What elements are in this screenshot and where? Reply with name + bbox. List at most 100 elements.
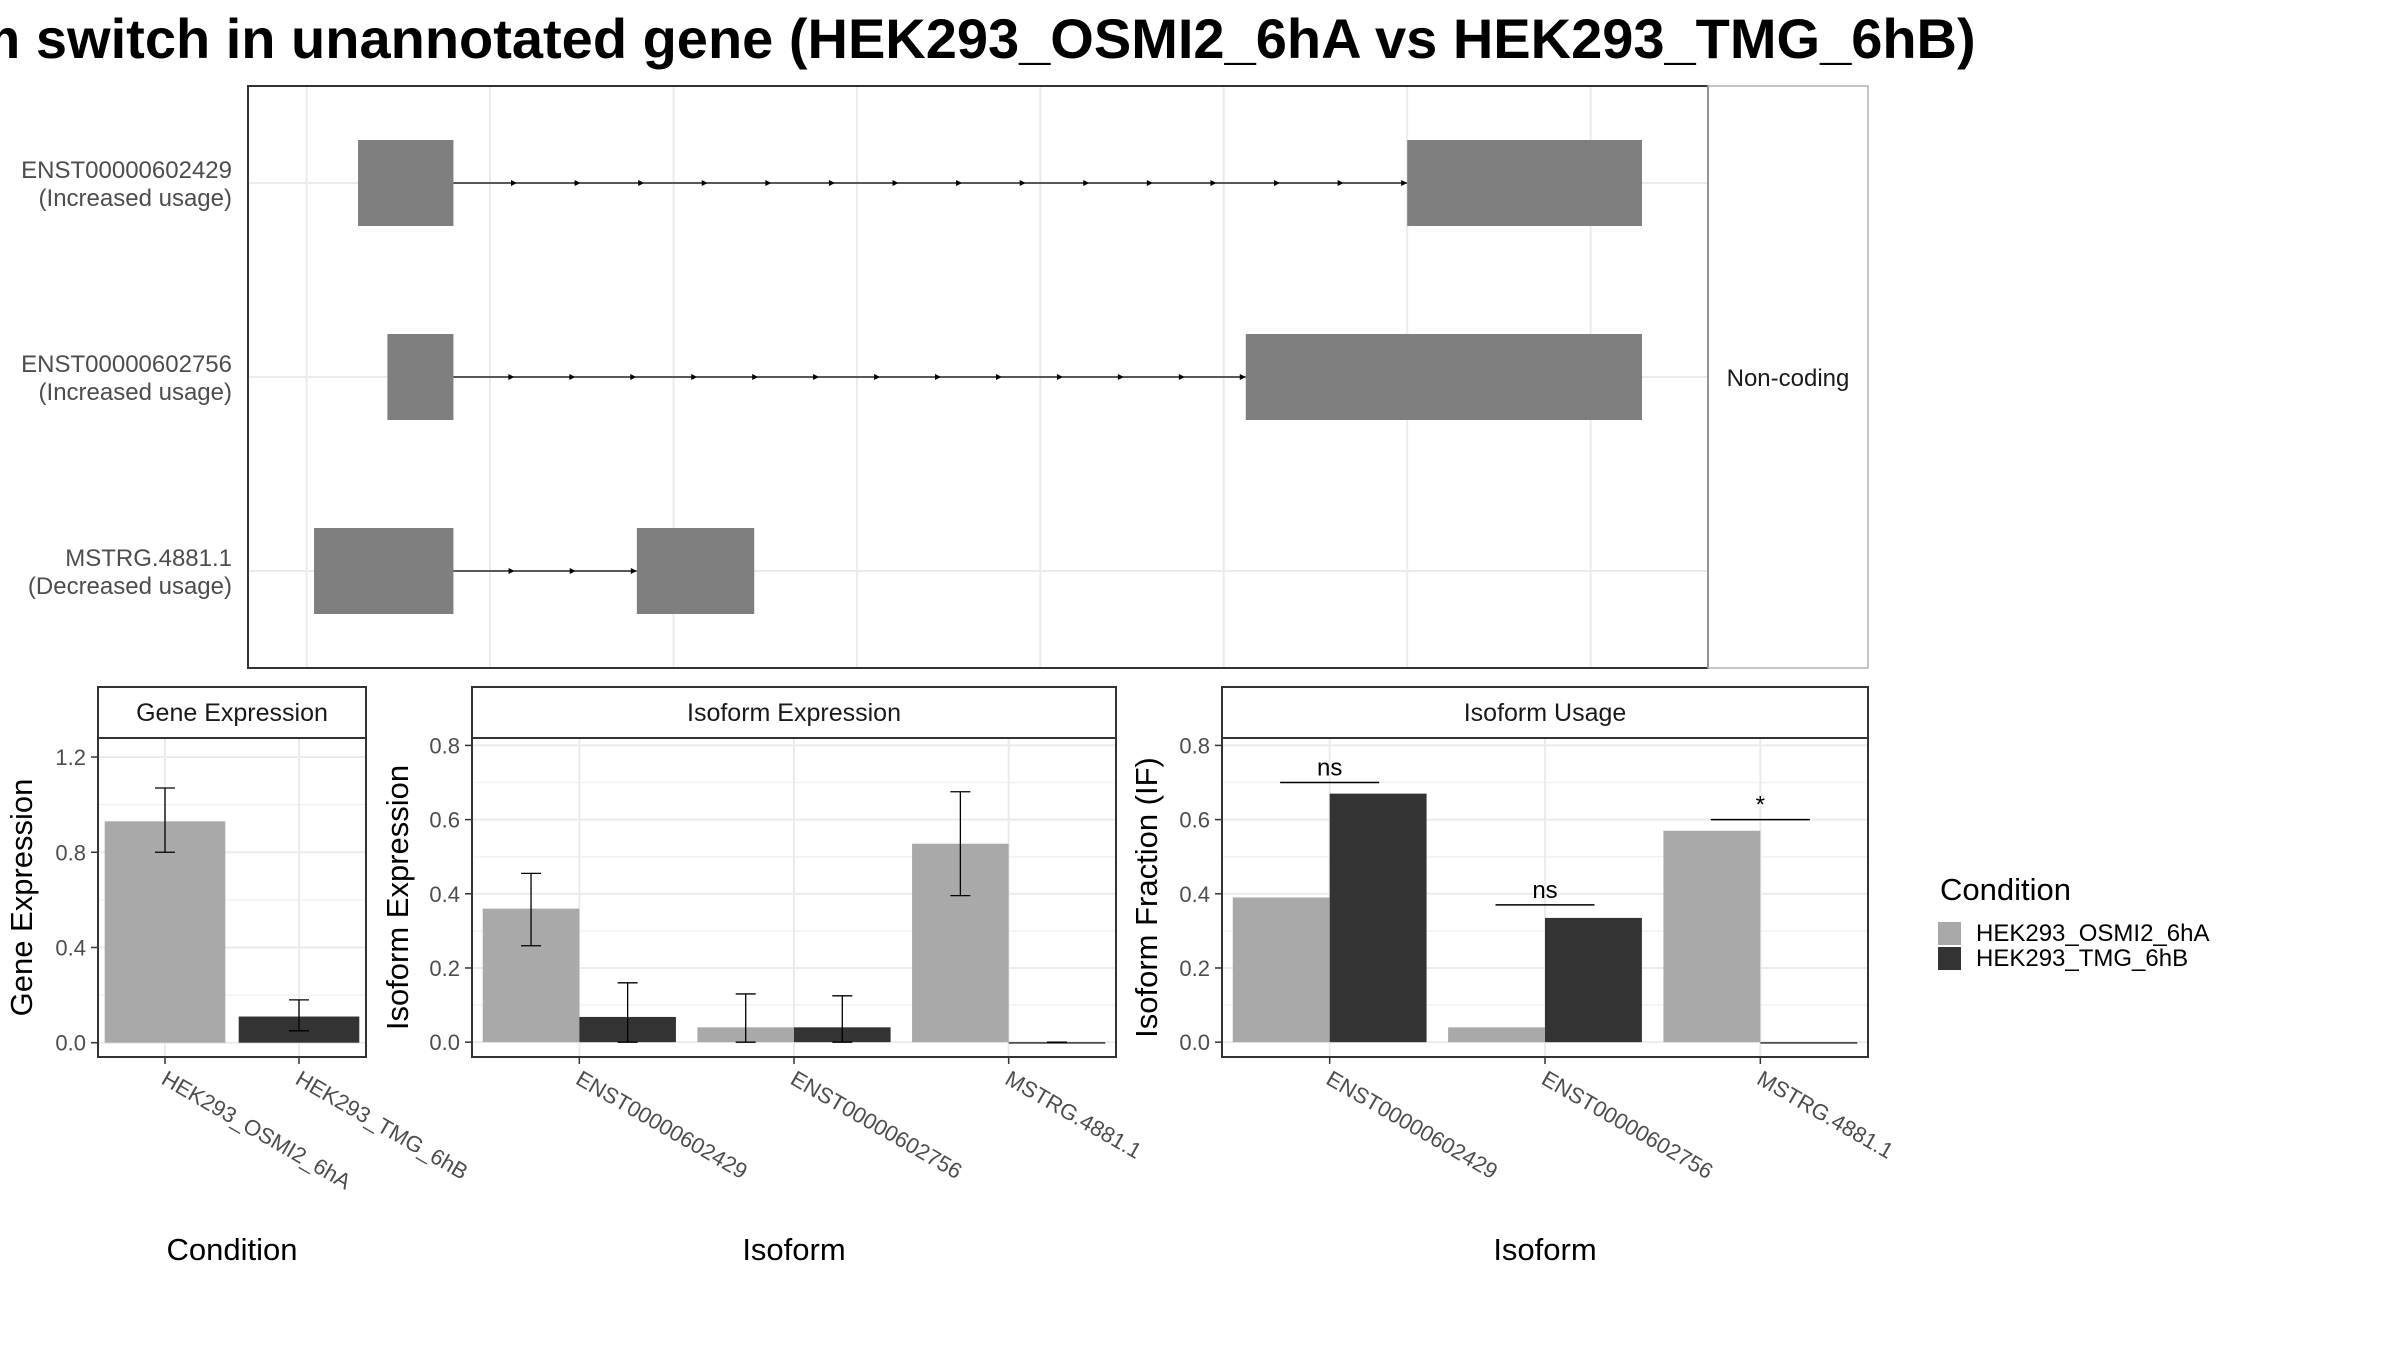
y-tick-label: 0.2 bbox=[1179, 956, 1210, 981]
transcript-usage-label: (Increased usage) bbox=[39, 379, 232, 406]
y-axis-title: Isoform Expression bbox=[380, 765, 415, 1030]
transcript-usage-label: (Decreased usage) bbox=[28, 573, 232, 600]
y-tick-label: 0.6 bbox=[429, 808, 460, 833]
intron-arrow bbox=[630, 374, 637, 380]
intron-arrow bbox=[1274, 180, 1281, 186]
exon-block bbox=[314, 528, 454, 614]
x-axis-title: Isoform bbox=[742, 1232, 845, 1267]
exon-block bbox=[636, 528, 755, 614]
legend-item-label: HEK293_OSMI2_6hA bbox=[1976, 920, 2209, 947]
intron-arrow bbox=[1056, 374, 1063, 380]
exon-block bbox=[358, 140, 454, 226]
y-tick-label: 0.4 bbox=[55, 935, 86, 960]
intron-arrow bbox=[1083, 180, 1090, 186]
intron-arrow bbox=[956, 180, 963, 186]
y-axis-title: Gene Expression bbox=[4, 779, 39, 1017]
y-axis-title: Isoform Fraction (IF) bbox=[1129, 757, 1164, 1038]
y-tick-label: 0.2 bbox=[429, 956, 460, 981]
significance-label: ns bbox=[1532, 877, 1557, 904]
intron-arrow bbox=[701, 180, 708, 186]
panel-strip-label: Isoform Expression bbox=[687, 699, 901, 727]
intron-arrow bbox=[1401, 180, 1408, 186]
bar bbox=[1448, 1027, 1545, 1043]
intron-arrow bbox=[574, 180, 581, 186]
bar bbox=[1760, 1042, 1858, 1044]
intron-arrow bbox=[1239, 374, 1246, 380]
exon-block bbox=[387, 334, 454, 420]
intron-arrow bbox=[765, 180, 772, 186]
bar bbox=[1545, 917, 1642, 1043]
x-tick-label: MSTRG.4881.1 bbox=[1753, 1066, 1898, 1164]
intron-arrow bbox=[1019, 180, 1026, 186]
x-tick-label: MSTRG.4881.1 bbox=[1001, 1066, 1146, 1164]
gene-structure-panel: ENST00000602429(Increased usage)ENST0000… bbox=[21, 85, 1869, 669]
intron-arrow bbox=[1178, 374, 1185, 380]
panel-strip-label: Gene Expression bbox=[136, 699, 328, 727]
x-axis-title: Isoform bbox=[1493, 1232, 1596, 1267]
exon-block bbox=[1407, 140, 1642, 226]
figure-title: Isoform switch in unannotated gene (HEK2… bbox=[0, 7, 1976, 70]
intron-arrow bbox=[569, 374, 576, 380]
y-tick-label: 0.8 bbox=[55, 840, 86, 865]
legend-title: Condition bbox=[1940, 872, 2071, 907]
bar bbox=[1008, 1042, 1106, 1044]
y-tick-label: 0.4 bbox=[1179, 882, 1210, 907]
transcript-usage-label: (Increased usage) bbox=[39, 185, 232, 212]
significance-label: * bbox=[1756, 792, 1765, 819]
intron-arrow bbox=[569, 568, 576, 574]
y-tick-label: 0.0 bbox=[1179, 1030, 1210, 1055]
intron-arrow bbox=[1117, 374, 1124, 380]
plot-border bbox=[97, 737, 367, 1058]
y-tick-label: 0.6 bbox=[1179, 808, 1210, 833]
y-tick-label: 0.8 bbox=[429, 733, 460, 758]
legend-item-label: HEK293_TMG_6hB bbox=[1976, 945, 2188, 972]
x-tick-label: ENST00000602756 bbox=[1538, 1066, 1718, 1184]
intron-arrow bbox=[935, 374, 942, 380]
significance-label: ns bbox=[1317, 755, 1342, 782]
panel-strip bbox=[97, 686, 367, 739]
intron-arrow bbox=[508, 568, 515, 574]
bar bbox=[1663, 830, 1761, 1043]
intron-arrow bbox=[813, 374, 820, 380]
bar bbox=[1329, 793, 1427, 1043]
intron-arrow bbox=[638, 180, 645, 186]
transcript-id-label: ENST00000602756 bbox=[21, 351, 232, 378]
legend-swatch bbox=[1938, 947, 1961, 970]
facet-label-noncoding: Non-coding bbox=[1727, 365, 1850, 392]
intron-arrow bbox=[1146, 180, 1153, 186]
y-tick-label: 0.0 bbox=[429, 1030, 460, 1055]
intron-arrow bbox=[874, 374, 881, 380]
isoform-expression-panel: Isoform Expression 0.0 0.2 0.4 0.6 0.8 ENST000… bbox=[380, 686, 1146, 1267]
isoform-usage-panel: Isoform Usage 0.0 0.2 0.4 0.6 0.8 ns ns * ENST000… bbox=[1129, 686, 1898, 1267]
intron-arrow bbox=[995, 374, 1002, 380]
y-tick-label: 0.0 bbox=[55, 1031, 86, 1056]
x-axis-title: Condition bbox=[167, 1232, 298, 1267]
panel-strip bbox=[1221, 686, 1869, 739]
intron-arrow bbox=[1210, 180, 1217, 186]
panel-strip bbox=[471, 686, 1117, 739]
facet-strip-box bbox=[1707, 85, 1869, 669]
intron-arrow bbox=[630, 568, 637, 574]
intron-arrow bbox=[511, 180, 518, 186]
intron-arrow bbox=[892, 180, 899, 186]
intron-arrow bbox=[1337, 180, 1344, 186]
y-tick-label: 0.8 bbox=[1179, 733, 1210, 758]
x-tick-label: ENST00000602429 bbox=[572, 1066, 752, 1184]
legend-swatch bbox=[1938, 922, 1961, 945]
transcript-id-label: MSTRG.4881.1 bbox=[65, 545, 232, 572]
intron-arrow bbox=[508, 374, 515, 380]
x-tick-label: ENST00000602756 bbox=[787, 1066, 967, 1184]
y-tick-label: 0.4 bbox=[429, 882, 460, 907]
intron-arrow bbox=[828, 180, 835, 186]
exon-block bbox=[1245, 334, 1642, 420]
panel-strip-label: Isoform Usage bbox=[1464, 699, 1627, 727]
transcript-id-label: ENST00000602429 bbox=[21, 157, 232, 184]
y-tick-label: 1.2 bbox=[55, 745, 86, 770]
gene-expression-panel: Gene Expression0.00.40.81.2HEK293_OSMI2_… bbox=[4, 686, 472, 1267]
bar bbox=[104, 821, 226, 1043]
intron-arrow bbox=[752, 374, 759, 380]
x-tick-label: ENST00000602429 bbox=[1322, 1066, 1502, 1184]
intron-arrow bbox=[691, 374, 698, 380]
